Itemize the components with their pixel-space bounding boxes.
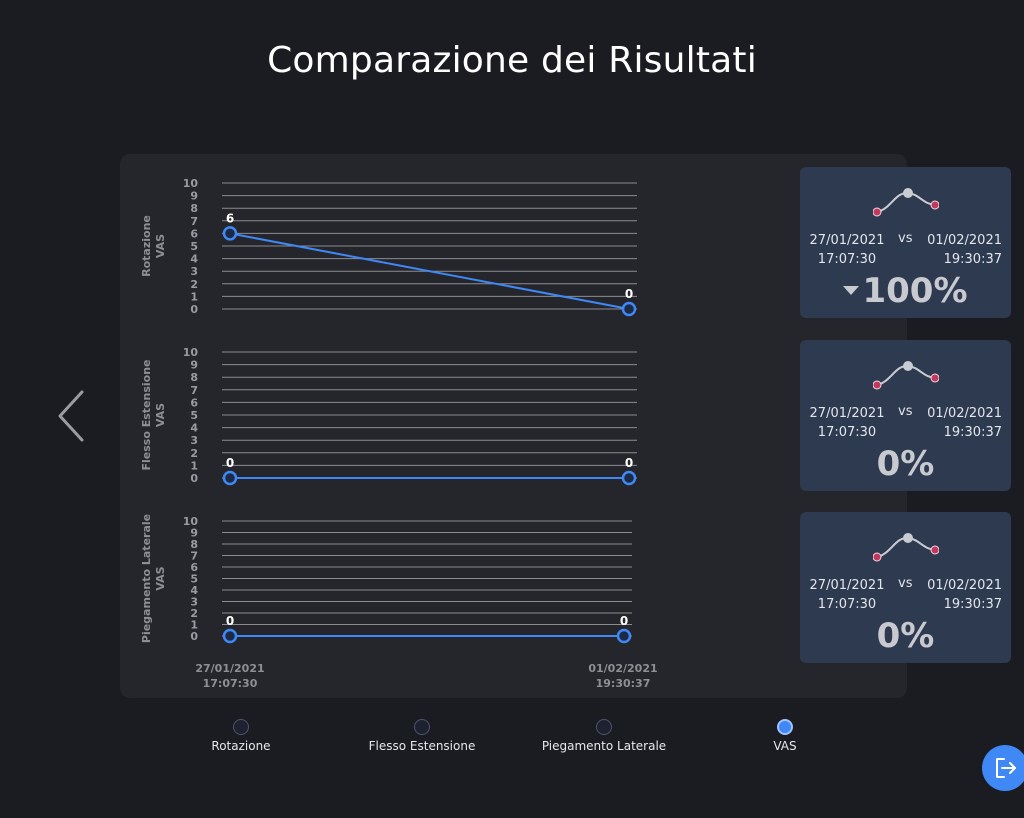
y-tick-label: 0 [190,472,198,485]
y-tick-label: 4 [190,253,198,266]
comparison-card-rotazione: 27/01/2021 17:07:30 vs 01/02/2021 19:30:… [800,167,1011,318]
y-tick-label: 4 [190,422,198,435]
y-tick-label: 1 [190,619,198,632]
comparison-card-flesso: 27/01/2021 17:07:30 vs 01/02/2021 19:30:… [800,340,1011,491]
x-tick-label: 01/02/2021 [588,662,657,675]
y-tick-label: 5 [190,409,198,422]
y-tick-label: 2 [190,447,198,460]
y-tick-label: 7 [190,550,198,563]
legend: Rotazione Flesso Estensione Piegamento L… [0,716,1024,766]
results-panel: 10 9 8 7 6 5 4 3 2 1 0 Rotazione VAS 6 0 10 9 8 7 6 5 4 3 2 1 0 Fl… [120,154,1011,698]
data-point [621,301,637,317]
data-label: 0 [620,614,628,628]
y-tick-label: 7 [190,384,198,397]
data-label: 0 [625,287,633,301]
card-date-from: 27/01/2021 17:07:30 [809,578,885,612]
card-vs-label: vs [898,231,913,246]
y-tick-label: 1 [190,459,198,472]
radio-indicator [777,719,793,735]
logout-button[interactable] [982,745,1024,791]
legend-label: Rotazione [211,739,271,753]
radio-indicator [596,719,612,735]
previous-button[interactable] [52,388,92,444]
legend-item-flesso-estensione[interactable]: Flesso Estensione [337,716,507,753]
logout-icon [996,758,1016,778]
data-label: 0 [625,456,633,470]
card-date-from: 27/01/2021 17:07:30 [809,233,885,267]
y-tick-label: 2 [190,607,198,620]
y-tick-label: 3 [190,265,198,278]
y-tick-label: 10 [183,346,199,359]
chevron-left-icon [58,390,84,442]
y-axis-title: VAS [154,234,167,258]
y-tick-label: 9 [190,527,198,540]
data-point [222,628,238,644]
y-tick-label: 8 [190,371,198,384]
trend-curve-icon [873,533,939,562]
y-axis-title: Flesso Estensione [140,359,153,470]
card-vs-label: vs [898,404,913,419]
trend-curve-icon [873,361,939,390]
card-date-to: 01/02/2021 19:30:37 [927,233,1002,267]
y-tick-label: 1 [190,290,198,303]
data-point [222,226,238,241]
y-tick-label: 9 [190,190,198,203]
triangle-down-icon [843,286,860,295]
y-tick-label: 5 [190,240,198,253]
y-tick-label: 6 [190,561,198,574]
y-tick-label: 0 [190,303,198,316]
card-date-to: 01/02/2021 19:30:37 [927,578,1002,612]
y-axis-title: VAS [154,403,167,427]
y-tick-label: 3 [190,596,198,609]
y-axis-title: Piegamento Laterale [140,514,153,643]
y-tick-label: 5 [190,573,198,586]
y-axis-title: Rotazione [140,215,153,277]
data-label: 0 [226,614,234,628]
legend-item-rotazione[interactable]: Rotazione [156,716,326,753]
data-point [621,470,637,486]
y-tick-label: 10 [183,177,199,190]
y-tick-label: 9 [190,359,198,372]
trend-curve-icon [873,188,939,217]
x-tick-label: 17:07:30 [203,677,258,690]
legend-item-piegamento-laterale[interactable]: Piegamento Laterale [519,716,689,753]
y-tick-label: 7 [190,215,198,228]
radio-indicator [233,719,249,735]
y-tick-label: 10 [183,515,199,528]
data-point [616,628,632,644]
radio-indicator [414,719,430,735]
series-line [229,232,630,310]
x-tick-label: 27/01/2021 [195,662,264,675]
legend-label: VAS [773,739,797,753]
card-date-to: 01/02/2021 19:30:37 [927,406,1002,440]
card-vs-label: vs [898,576,913,591]
data-label: 0 [226,456,234,470]
y-tick-label: 8 [190,538,198,551]
x-tick-label: 19:30:37 [596,677,651,690]
legend-label: Flesso Estensione [368,739,476,753]
card-percent-change: 100% [800,271,1011,311]
y-tick-label: 8 [190,202,198,215]
y-tick-label: 4 [190,584,198,597]
y-tick-label: 6 [190,227,198,240]
legend-item-vas[interactable]: VAS [700,716,870,753]
y-tick-label: 0 [190,630,198,643]
data-label: 6 [226,211,234,225]
card-date-from: 27/01/2021 17:07:30 [809,406,885,440]
card-percent-change: 0% [876,616,935,656]
y-tick-label: 2 [190,278,198,291]
legend-label: Piegamento Laterale [541,739,667,753]
data-point [222,470,238,486]
page-title: Comparazione dei Risultati [267,40,757,81]
y-tick-label: 6 [190,396,198,409]
card-percent-change: 0% [876,444,935,484]
card-percent-value: 100% [862,271,968,311]
y-axis-title: VAS [154,566,167,590]
y-tick-label: 3 [190,434,198,447]
comparison-card-piegamento: 27/01/2021 17:07:30 vs 01/02/2021 19:30:… [800,512,1011,663]
